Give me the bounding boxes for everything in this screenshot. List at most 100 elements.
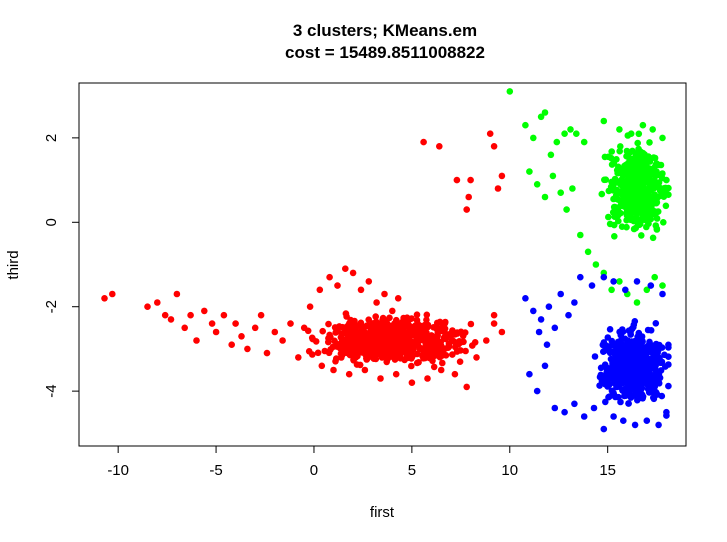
data-point (628, 172, 636, 180)
data-point (632, 364, 640, 372)
data-point (619, 165, 626, 173)
points-layer (101, 88, 672, 433)
data-point (362, 351, 369, 359)
data-point (430, 335, 438, 343)
data-point (351, 342, 358, 350)
data-point (622, 286, 629, 294)
data-point (420, 138, 427, 146)
data-point (590, 404, 598, 412)
data-point (377, 325, 384, 333)
data-point (658, 392, 666, 400)
data-point (557, 290, 564, 298)
data-point (379, 314, 387, 322)
data-point (309, 351, 316, 358)
data-point (451, 370, 459, 378)
data-point (318, 362, 326, 370)
data-point (424, 321, 432, 329)
x-tick-label: -10 (107, 462, 129, 479)
data-point (663, 176, 670, 184)
data-point (604, 377, 612, 384)
data-point (314, 349, 322, 357)
data-point (608, 286, 615, 294)
data-point (467, 176, 474, 184)
data-point (653, 215, 661, 222)
data-point (610, 184, 617, 192)
data-point (545, 303, 553, 311)
data-point (442, 345, 449, 352)
data-point (649, 126, 656, 133)
data-point (659, 134, 666, 142)
data-point (644, 359, 651, 366)
data-point (257, 311, 265, 319)
data-point (365, 278, 373, 285)
data-point (557, 189, 564, 196)
x-tick-label: 5 (408, 462, 416, 479)
data-point (373, 334, 381, 342)
data-point (452, 343, 459, 351)
data-point (462, 347, 469, 355)
data-point (358, 336, 366, 344)
data-point (526, 370, 533, 378)
data-point (404, 349, 412, 356)
y-axis: -4 -2 0 2 (43, 134, 80, 398)
data-point (412, 321, 420, 329)
data-point (526, 168, 533, 175)
data-point (530, 134, 537, 142)
data-point (613, 156, 620, 163)
data-point (522, 121, 529, 129)
chart-subtitle: cost = 15489.8511008822 (285, 43, 485, 62)
data-point (424, 375, 431, 382)
data-point (393, 339, 400, 346)
data-point (659, 282, 666, 289)
data-point (306, 303, 314, 311)
data-point (617, 143, 624, 150)
data-point (433, 319, 441, 327)
data-point (638, 216, 646, 223)
data-point (580, 413, 588, 420)
data-point (408, 379, 416, 387)
data-point (408, 362, 415, 370)
data-point (327, 346, 334, 353)
data-point (448, 336, 456, 344)
data-point (486, 130, 494, 137)
data-point (634, 139, 641, 147)
data-point (381, 290, 388, 298)
data-point (401, 356, 408, 364)
data-point (612, 209, 620, 217)
data-point (400, 340, 408, 348)
data-point (636, 204, 643, 212)
data-point (161, 311, 169, 319)
data-point (220, 311, 228, 319)
data-point (601, 176, 608, 184)
data-point (623, 199, 630, 207)
data-point (543, 341, 551, 349)
data-point (652, 375, 659, 383)
data-point (356, 361, 364, 369)
data-point (631, 318, 639, 325)
data-point (643, 188, 650, 195)
data-point (356, 330, 363, 337)
data-point (616, 126, 623, 133)
data-point (413, 311, 421, 319)
data-point (279, 337, 286, 344)
data-point (109, 290, 116, 298)
data-point (660, 219, 667, 226)
data-point (389, 307, 396, 315)
data-point (392, 370, 400, 378)
data-point (643, 417, 651, 425)
data-point (387, 326, 394, 334)
data-point (632, 154, 640, 162)
x-tick-label: 15 (599, 462, 616, 479)
data-point (625, 354, 632, 362)
data-point (232, 320, 239, 327)
data-point (490, 311, 498, 319)
data-point (606, 326, 614, 333)
data-point (383, 319, 391, 327)
data-point (553, 138, 561, 146)
data-point (353, 322, 361, 329)
data-point (591, 353, 599, 360)
data-point (144, 303, 151, 311)
data-point (616, 147, 623, 155)
data-point (530, 307, 537, 315)
data-point (551, 404, 559, 412)
